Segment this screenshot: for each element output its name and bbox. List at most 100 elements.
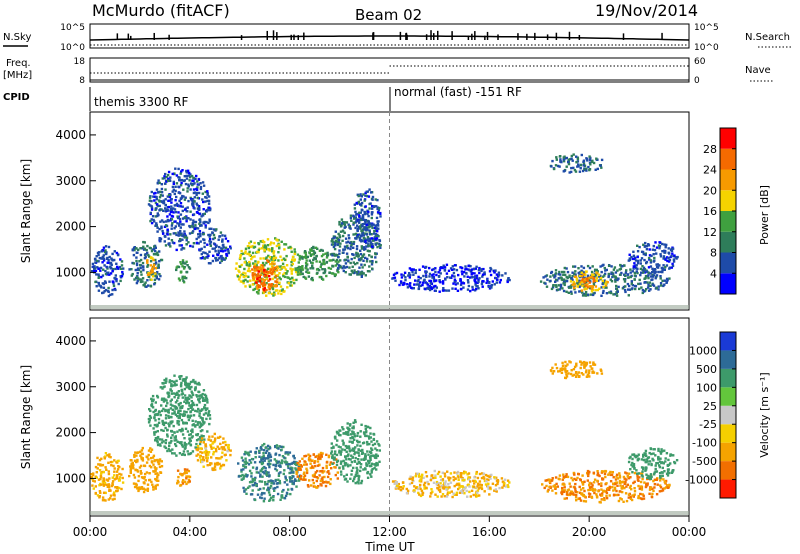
velocity-cell bbox=[188, 437, 191, 440]
power-cell bbox=[425, 282, 429, 285]
velocity-cell bbox=[218, 462, 221, 466]
power-cell bbox=[337, 264, 340, 267]
velocity-cell bbox=[189, 444, 193, 447]
velocity-cell bbox=[203, 399, 206, 402]
power-cell bbox=[462, 286, 465, 289]
velocity-cell bbox=[438, 485, 441, 488]
power-cell bbox=[139, 247, 142, 250]
power-cell bbox=[140, 247, 144, 250]
power-cell bbox=[563, 157, 567, 160]
power-cell bbox=[355, 245, 359, 248]
power-cell bbox=[320, 275, 323, 279]
velocity-cell bbox=[173, 412, 176, 415]
velocity-cell bbox=[353, 433, 356, 436]
power-cell bbox=[271, 260, 274, 264]
velocity-cell bbox=[170, 385, 173, 388]
velocity-cell bbox=[258, 480, 261, 483]
power-cell bbox=[332, 258, 335, 262]
velocity-cell bbox=[410, 481, 414, 485]
power-cell bbox=[469, 270, 473, 273]
velocity-cell bbox=[368, 437, 371, 440]
velocity-cell bbox=[194, 420, 197, 423]
power-cell bbox=[185, 236, 189, 239]
power-cell bbox=[504, 272, 507, 275]
power-cell bbox=[246, 252, 249, 256]
velocity-cell bbox=[339, 470, 343, 473]
velocity-cell bbox=[148, 478, 151, 482]
velocity-cell bbox=[279, 498, 282, 501]
power-cell bbox=[558, 155, 562, 158]
power-cell bbox=[568, 158, 572, 161]
velocity-cell bbox=[272, 463, 275, 467]
velocity-cell bbox=[284, 477, 287, 480]
velocity-cell bbox=[198, 383, 201, 386]
power-cell bbox=[486, 280, 489, 283]
velocity-cell bbox=[458, 483, 461, 487]
power-cell bbox=[391, 277, 394, 280]
velocity-cell bbox=[202, 389, 206, 392]
velocity-cell bbox=[149, 450, 153, 453]
power-cell bbox=[102, 259, 106, 262]
power-cell bbox=[594, 273, 598, 276]
velocity-cell bbox=[217, 457, 220, 460]
power-cell bbox=[196, 196, 199, 200]
power-cell bbox=[586, 279, 589, 283]
velocity-cell bbox=[465, 489, 468, 493]
power-cell bbox=[360, 195, 363, 198]
power-cell bbox=[347, 223, 350, 226]
velocity-cell bbox=[205, 417, 208, 421]
power-cell bbox=[174, 199, 177, 202]
power-cell bbox=[279, 285, 283, 288]
power-cell bbox=[203, 245, 206, 249]
velocity-cell bbox=[313, 461, 316, 464]
power-cell bbox=[319, 265, 322, 269]
velocity-cell bbox=[347, 457, 351, 461]
velocity-cell bbox=[318, 463, 321, 467]
power-cell bbox=[665, 264, 669, 267]
velocity-cell bbox=[201, 408, 204, 411]
power-cell bbox=[565, 290, 568, 293]
power-cell bbox=[336, 267, 340, 270]
velocity-cell bbox=[354, 451, 357, 454]
power-cell bbox=[160, 208, 163, 211]
velocity-cell bbox=[495, 490, 498, 493]
power-cell bbox=[239, 265, 242, 268]
power-cell bbox=[179, 202, 183, 205]
power-cell bbox=[104, 269, 107, 273]
power-cell bbox=[368, 250, 371, 253]
velocity-cell bbox=[160, 460, 163, 463]
power-cell bbox=[592, 277, 596, 280]
power-cell bbox=[217, 238, 220, 241]
velocity-cell bbox=[195, 439, 199, 442]
power-cell bbox=[668, 277, 671, 280]
power-cell bbox=[269, 284, 272, 287]
power-cell bbox=[368, 229, 371, 232]
power-cell bbox=[248, 245, 251, 248]
velocity-cell bbox=[422, 483, 426, 487]
velocity-cell bbox=[323, 470, 326, 473]
power-cell bbox=[642, 252, 645, 256]
velocity-cell bbox=[196, 453, 200, 456]
power-cell bbox=[174, 167, 177, 170]
power-cell bbox=[640, 257, 644, 260]
velocity-cell bbox=[341, 426, 344, 429]
power-cell bbox=[331, 264, 334, 268]
power-cell bbox=[576, 160, 580, 163]
power-cell bbox=[355, 219, 359, 223]
velocity-cell bbox=[241, 459, 245, 462]
power-cell bbox=[272, 257, 275, 261]
velocity-cell bbox=[282, 488, 285, 492]
power-cell bbox=[365, 260, 369, 263]
power-cell bbox=[258, 280, 262, 283]
power-cell bbox=[642, 266, 646, 269]
velocity-cell bbox=[177, 420, 181, 423]
power-cell bbox=[585, 169, 588, 172]
power-cell bbox=[434, 270, 437, 274]
power-cell bbox=[419, 284, 422, 287]
power-cell bbox=[589, 156, 592, 160]
power-cell bbox=[176, 222, 179, 225]
power-cell bbox=[351, 253, 354, 256]
velocity-cell bbox=[160, 441, 164, 444]
velocity-cell bbox=[299, 478, 303, 481]
velocity-cell bbox=[173, 374, 176, 377]
